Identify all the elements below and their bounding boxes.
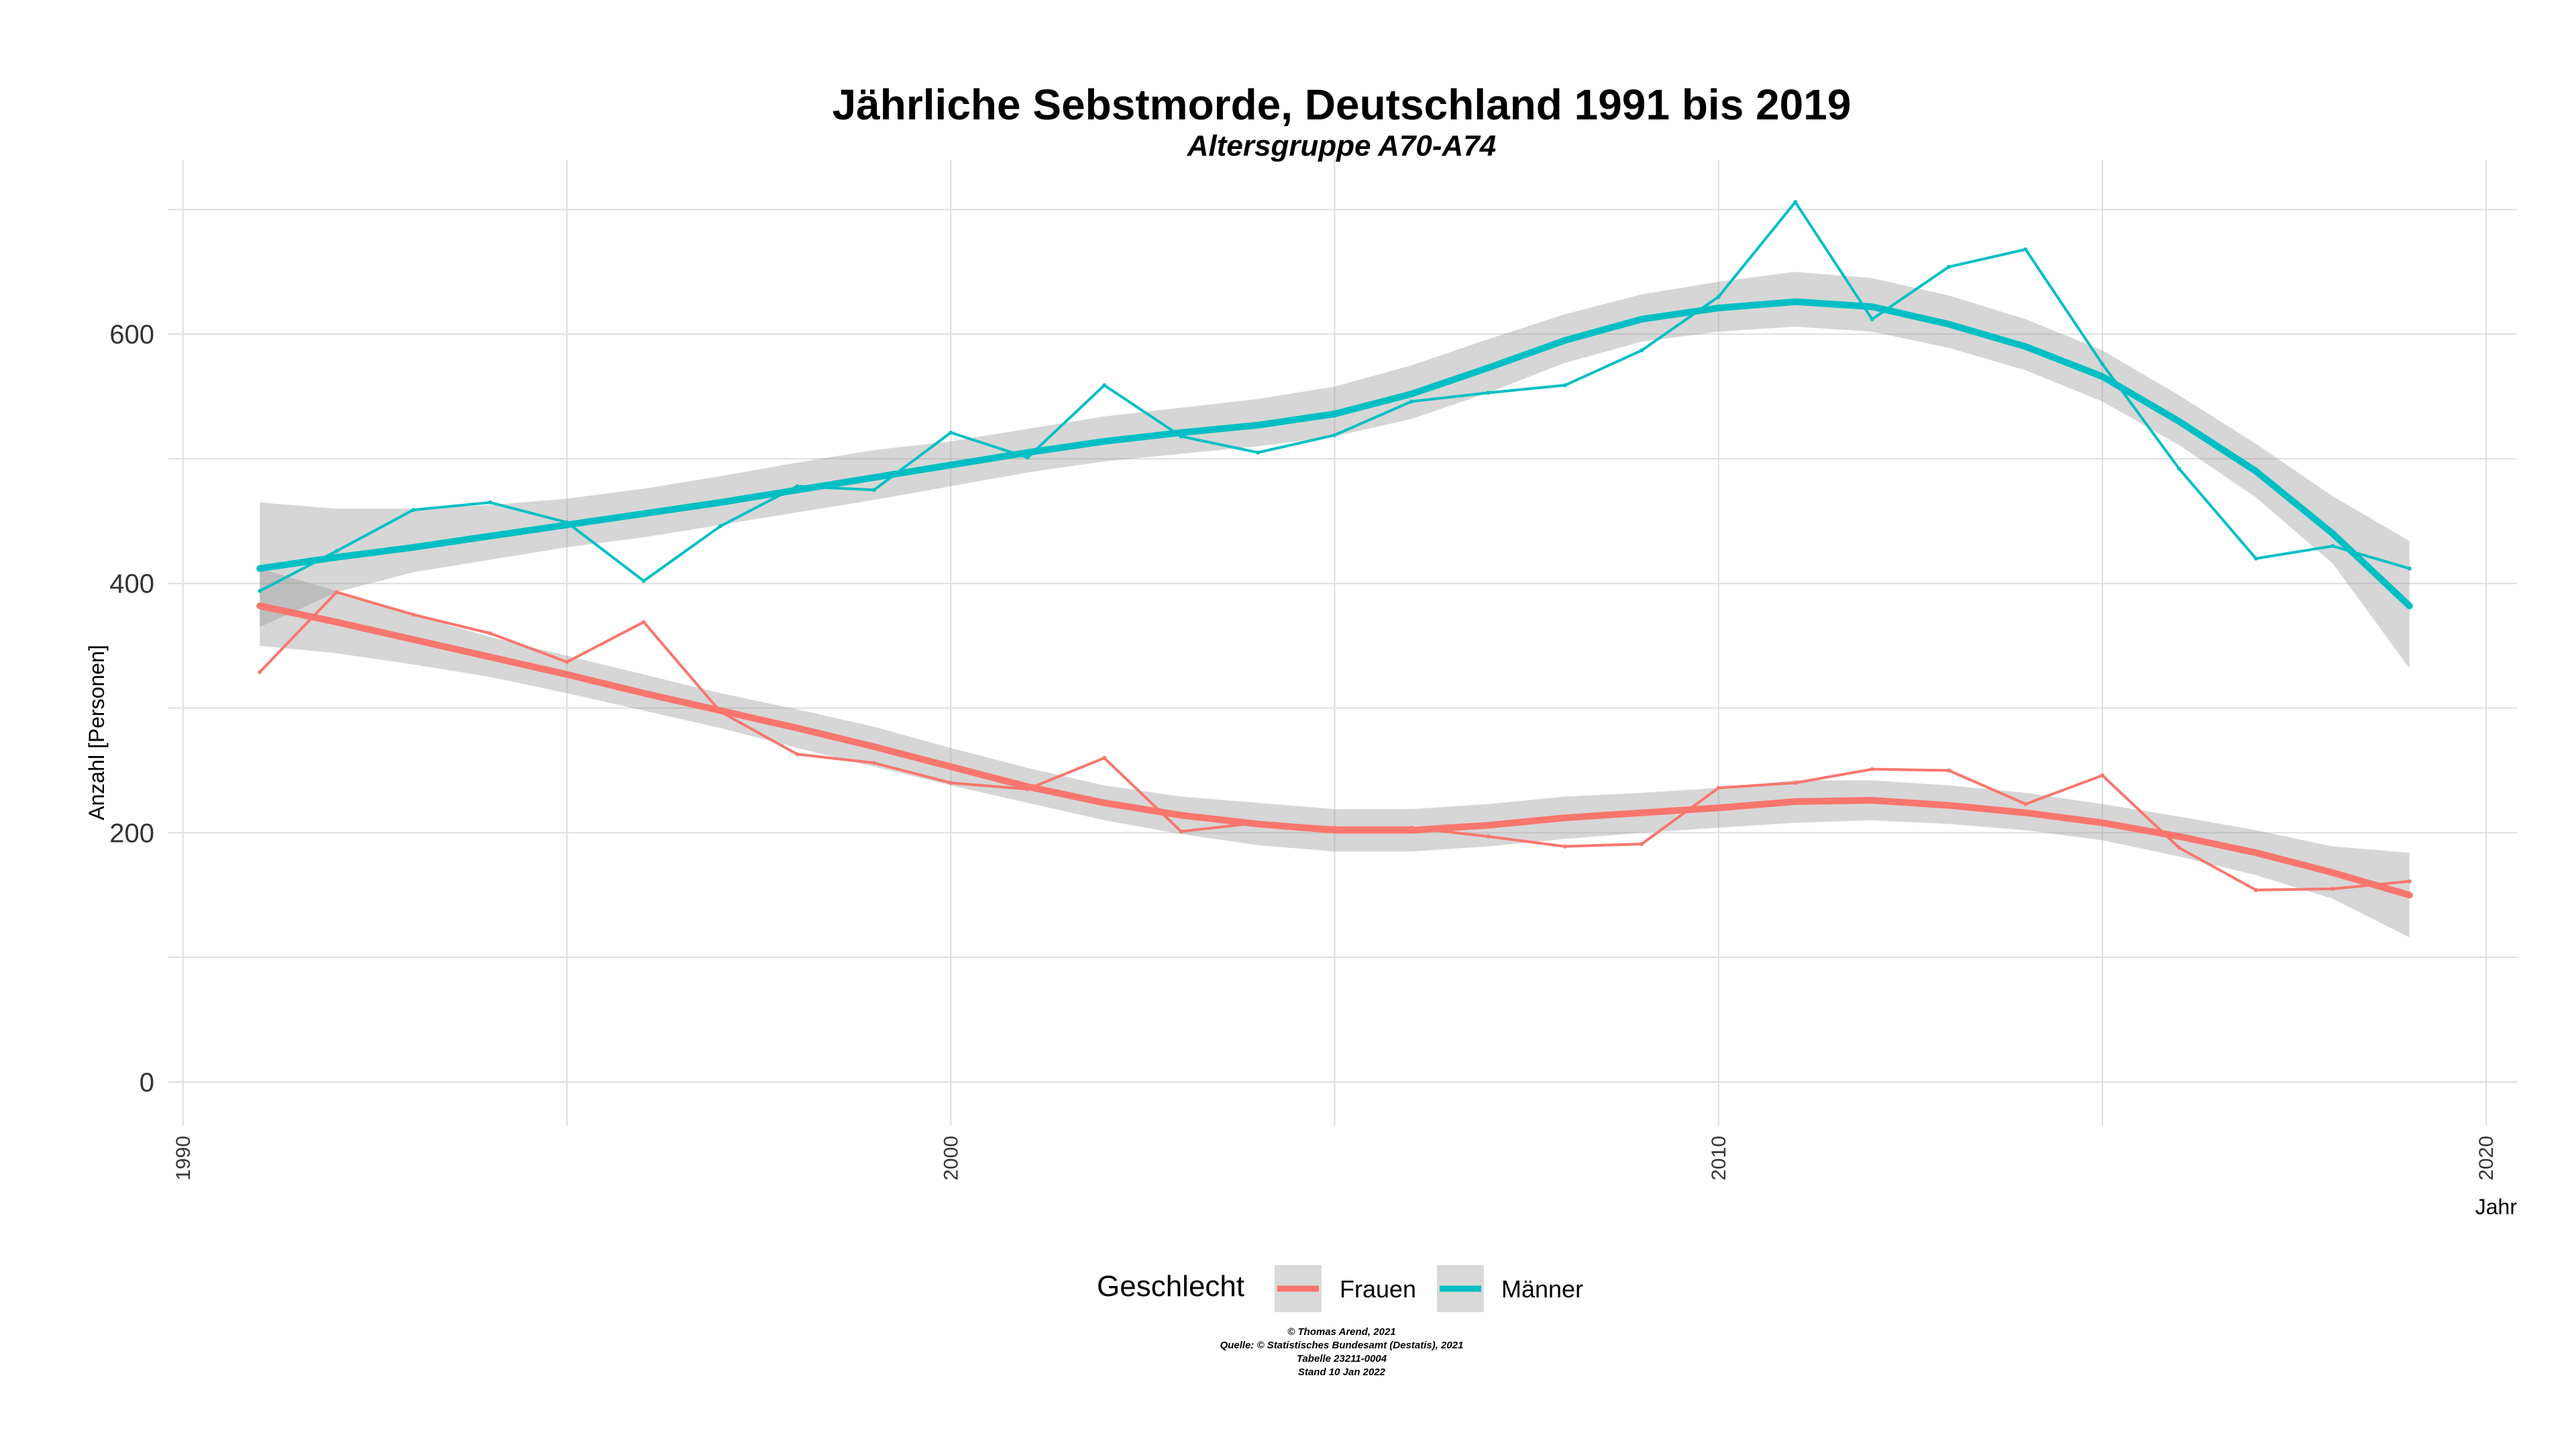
legend-title: Geschlecht (1097, 1270, 1244, 1303)
data-point-frauen (2177, 845, 2182, 850)
grid-lines (168, 160, 2517, 1126)
data-point-maenner (1870, 317, 1874, 321)
smooth-line-frauen (256, 602, 2413, 899)
series-lines (256, 199, 2413, 899)
data-point-frauen (411, 612, 416, 617)
data-point-frauen (795, 752, 800, 757)
data-point-frauen (641, 620, 646, 625)
data-point-maenner (1332, 433, 1337, 437)
data-point-frauen (2253, 888, 2258, 892)
data-point-maenner (1640, 348, 1644, 353)
data-point-maenner (1947, 264, 1951, 269)
data-point-maenner (1562, 383, 1567, 388)
chart-title: Jährliche Sebstmorde, Deutschland 1991 b… (833, 80, 1851, 129)
caption-line-1: © Thomas Arend, 2021 (1287, 1326, 1395, 1338)
data-point-maenner (1409, 399, 1413, 404)
data-point-frauen (1102, 755, 1107, 760)
axis-ticks: 0 200 400 600 1990 2000 2010 2020 (109, 320, 2498, 1181)
y-tick-label: 0 (140, 1068, 154, 1097)
data-point-maenner (1486, 390, 1491, 395)
data-point-maenner (2253, 556, 2258, 561)
y-axis-label: Anzahl [Personen] (85, 645, 109, 820)
data-point-frauen (2023, 802, 2028, 806)
data-point-maenner (1102, 383, 1107, 388)
data-point-maenner (334, 549, 339, 553)
data-point-frauen (949, 781, 953, 786)
data-point-maenner (1256, 450, 1260, 455)
legend-label-frauen: Frauen (1340, 1275, 1416, 1303)
caption-line-4: Stand 10 Jan 2022 (1298, 1366, 1386, 1378)
data-point-maenner (2177, 466, 2182, 471)
data-point-maenner (258, 588, 262, 593)
y-tick-label: 600 (109, 320, 154, 350)
smooth-line-maenner (256, 298, 2413, 610)
data-point-maenner (871, 488, 876, 492)
y-tick-label: 400 (109, 570, 154, 599)
x-tick-label: 1990 (172, 1136, 195, 1181)
data-point-maenner (949, 430, 953, 435)
data-point-maenner (1025, 455, 1030, 460)
data-point-frauen (1486, 834, 1491, 839)
data-point-maenner (411, 508, 416, 513)
x-tick-label: 2010 (1708, 1136, 1730, 1181)
caption-line-3: Tabelle 23211-0004 (1297, 1353, 1387, 1364)
y-tick-label: 200 (109, 818, 154, 848)
caption-line-2: Quelle: © Statistisches Bundesamt (Desta… (1220, 1340, 1464, 1351)
x-axis-label: Jahr (2475, 1195, 2518, 1219)
caption: © Thomas Arend, 2021 Quelle: © Statistis… (1220, 1326, 1464, 1378)
x-tick-label: 2020 (2475, 1136, 2498, 1181)
data-point-maenner (718, 524, 722, 529)
data-point-frauen (871, 761, 876, 765)
data-point-frauen (488, 631, 492, 636)
data-point-maenner (641, 579, 646, 584)
data-point-maenner (488, 500, 492, 504)
data-point-frauen (1640, 842, 1644, 847)
data-point-maenner (2100, 362, 2104, 366)
legend: Geschlecht Frauen Männer (1097, 1265, 1583, 1312)
data-point-maenner (2407, 566, 2412, 571)
data-point-frauen (2100, 773, 2104, 777)
data-point-frauen (2330, 886, 2335, 891)
chart-subtitle: Altersgruppe A70-A74 (1187, 129, 1497, 162)
data-point-frauen (1562, 844, 1567, 849)
data-point-frauen (1716, 786, 1721, 790)
data-point-maenner (1793, 200, 1798, 205)
data-point-frauen (565, 659, 570, 664)
data-point-maenner (2330, 544, 2335, 548)
legend-label-maenner: Männer (1501, 1275, 1583, 1303)
data-point-frauen (1793, 781, 1798, 786)
data-point-maenner (1716, 294, 1721, 299)
x-tick-label: 2000 (940, 1136, 962, 1181)
data-point-frauen (1870, 767, 1874, 771)
data-point-frauen (2407, 879, 2412, 883)
data-point-maenner (2023, 247, 2028, 252)
data-point-frauen (1947, 768, 1951, 773)
data-point-frauen (1179, 829, 1183, 834)
data-point-frauen (334, 590, 339, 594)
data-point-frauen (258, 669, 262, 674)
